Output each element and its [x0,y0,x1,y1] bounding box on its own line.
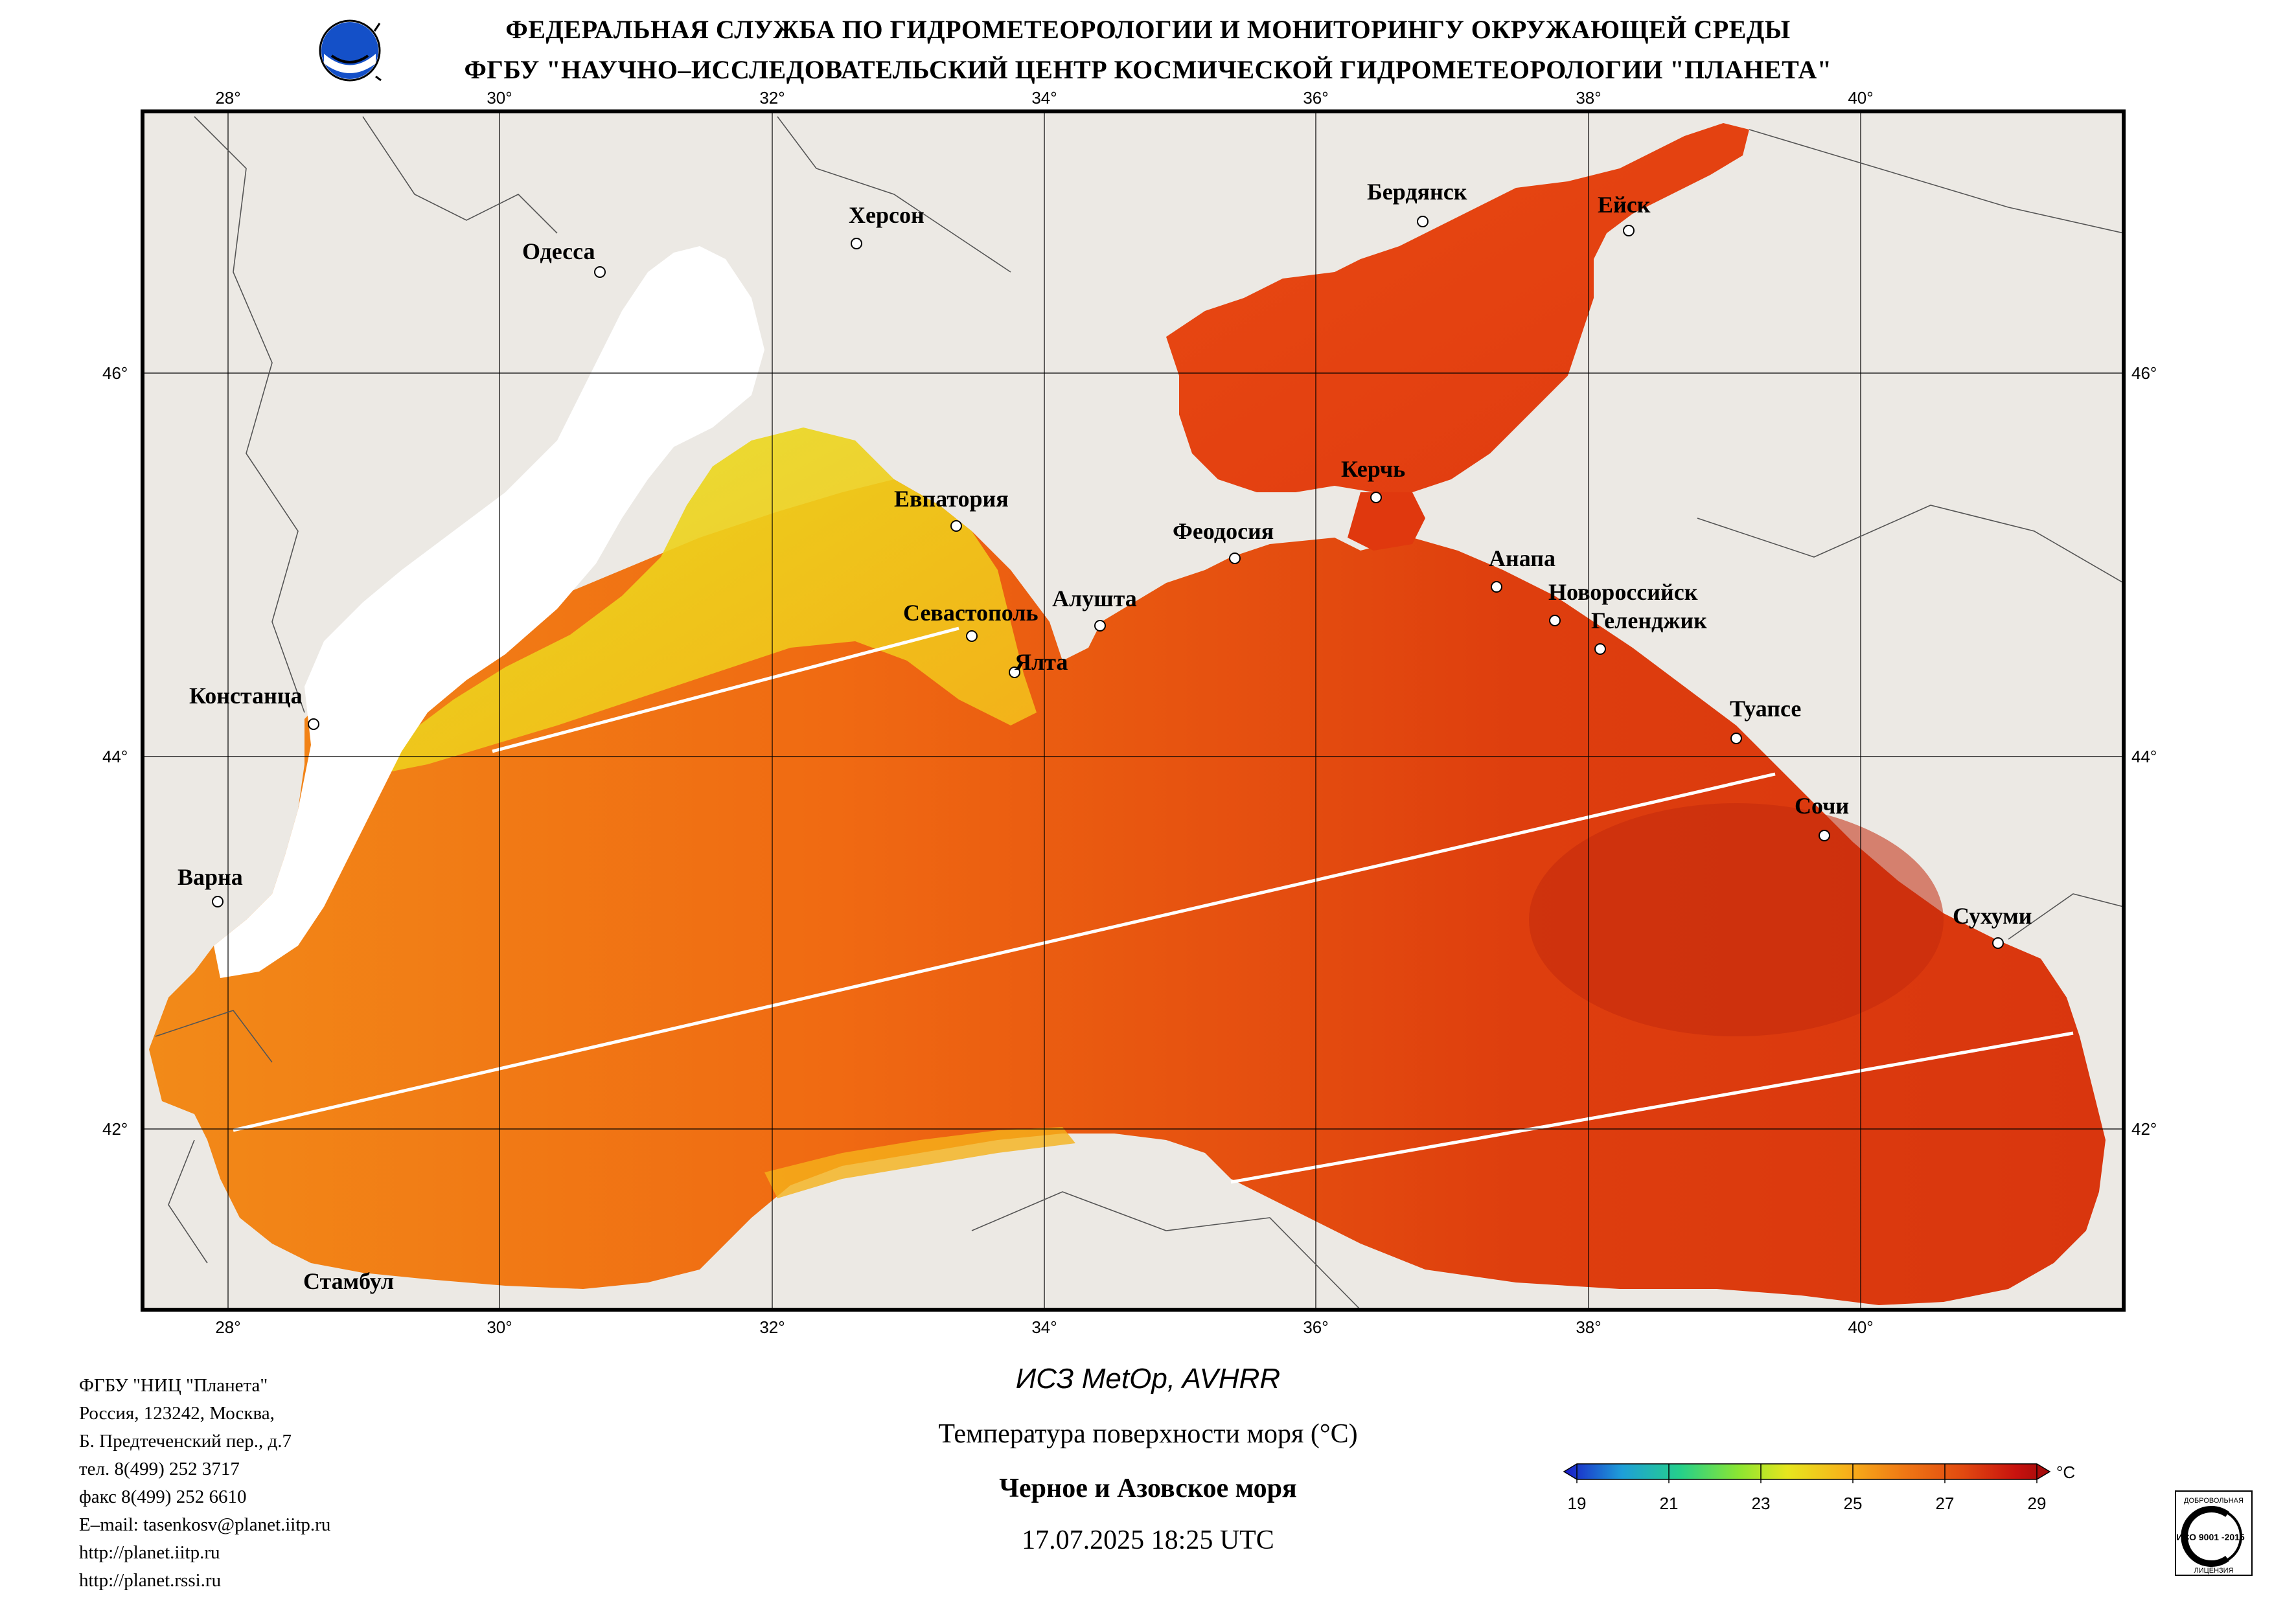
city-constanta: Констанца [189,683,303,709]
lon-tick-top: 36° [1303,88,1328,108]
borders [155,116,2124,1310]
graticule [143,111,2124,1310]
badge-main-text: ИСО 9001 -2015 [2176,1532,2245,1542]
city-istanbul: Стамбул [303,1268,394,1294]
contact-block: ФГБУ "НИЦ "Планета" Россия, 123242, Моск… [79,1372,330,1595]
city-sochi: Сочи [1795,793,1849,819]
city-novorossiysk: Новороссийск [1548,579,1698,605]
city-kerch: Керчь [1341,456,1405,482]
lat-tick-left: 44° [102,747,128,766]
parameter-caption: Температура поверхности моря (°C) [938,1419,1358,1449]
lon-tick-top: 40° [1848,88,1873,108]
city-feodosia: Феодосия [1173,518,1274,544]
legend-label: 25 [1844,1494,1863,1513]
header-line-1: ФЕДЕРАЛЬНАЯ СЛУЖБА ПО ГИДРОМЕТЕОРОЛОГИИ … [505,15,1791,44]
city-varna: Варна [178,864,243,890]
legend-label: 23 [1752,1494,1771,1513]
city-markers [212,216,2004,949]
lon-tick-bottom: 40° [1848,1317,1873,1337]
city-evpatoria: Евпатория [894,486,1009,512]
lon-tick-bottom: 38° [1576,1317,1601,1337]
legend-label: 29 [2028,1494,2047,1513]
city-gelendzhik: Геленджик [1591,608,1707,633]
globe-logo-icon [319,19,382,82]
contact-line: факс 8(499) 252 6610 [79,1487,247,1507]
city-yalta: Ялта [1015,649,1068,675]
lat-tick-right: 46° [2131,363,2157,383]
map-frame [141,109,2126,1312]
lon-tick-top: 38° [1576,88,1601,108]
city-alushta: Алушта [1052,586,1137,611]
contact-link[interactable]: http://planet.iitp.ru [79,1542,220,1563]
turkish-coast-cool-strip [764,1127,1075,1198]
contact-line: ФГБУ "НИЦ "Планета" [79,1375,268,1396]
sea-of-azov [1166,123,1749,492]
lat-tick-left: 42° [102,1119,128,1139]
lat-tick-left: 46° [102,363,128,383]
legend-label: 21 [1660,1494,1679,1513]
city-sukhumi: Сухуми [1953,903,2032,929]
eastern-warm-core [1529,803,1944,1036]
lon-tick-top: 28° [215,88,240,108]
city-kherson: Херсон [849,202,924,228]
agency-logo [317,18,382,83]
lat-ticks: 46° 44° 42° 46° 44° 42° [102,363,2157,1139]
contact-email[interactable]: E–mail: tasenkosv@planet.iitp.ru [79,1514,331,1535]
legend-label: 27 [1936,1494,1955,1513]
city-anapa: Анапа [1489,545,1556,571]
lon-ticks: 28° 30° 32° 34° 36° 38° 40° 28° 30° 32° … [215,88,1873,1337]
city-tuapse: Туапсе [1730,696,1801,722]
badge-bottom-text: ЛИЦЕНЗИЯ [2194,1567,2233,1575]
contact-line: Б. Предтеченский пер., д.7 [79,1431,292,1452]
city-labels: Херсон Одесса Бердянск Ейск Евпатория Ке… [178,179,2032,1294]
kerch-strait [1348,492,1425,551]
lon-tick-bottom: 32° [759,1317,785,1337]
lon-tick-bottom: 30° [487,1317,512,1337]
lon-tick-bottom: 36° [1303,1317,1328,1337]
lon-tick-bottom: 34° [1031,1317,1057,1337]
iso-certification-badge: ДОБРОВОЛЬНАЯ ИСО 9001 -2015 ЛИЦЕНЗИЯ [2175,1490,2253,1576]
satellite-caption: ИСЗ MetOp, AVHRR [1015,1363,1281,1395]
legend-unit: °C [2056,1463,2075,1482]
contact-link[interactable]: http://planet.rssi.ru [79,1570,222,1591]
lat-tick-right: 44° [2131,747,2157,766]
nw-shelf-cool-water [363,427,1037,777]
lon-tick-bottom: 28° [215,1317,240,1337]
lon-tick-top: 34° [1031,88,1057,108]
temperature-legend: 19 21 23 25 27 29 °C [1563,1463,2075,1513]
contact-line: Россия, 123242, Москва, [79,1403,275,1424]
city-odessa: Одесса [522,238,595,264]
datetime-caption: 17.07.2025 18:25 UTC [1022,1525,1274,1555]
lon-tick-top: 32° [759,88,785,108]
legend-label: 19 [1568,1494,1587,1513]
lat-tick-right: 42° [2131,1119,2157,1139]
lon-tick-top: 30° [487,88,512,108]
city-yeysk: Ейск [1598,192,1651,218]
city-sevastopol: Севастополь [903,600,1039,626]
badge-top-text: ДОБРОВОЛЬНАЯ [2184,1497,2244,1505]
swath-gap-lines [233,626,2074,1184]
region-caption: Черное и Азовское моря [999,1474,1297,1503]
header-line-2: ФГБУ "НАУЧНО–ИССЛЕДОВАТЕЛЬСКИЙ ЦЕНТР КОС… [464,55,1832,84]
cloud-mask-northwest [214,246,764,978]
contact-line: тел. 8(499) 252 3717 [79,1459,240,1479]
city-berdyansk: Бердянск [1367,179,1467,205]
